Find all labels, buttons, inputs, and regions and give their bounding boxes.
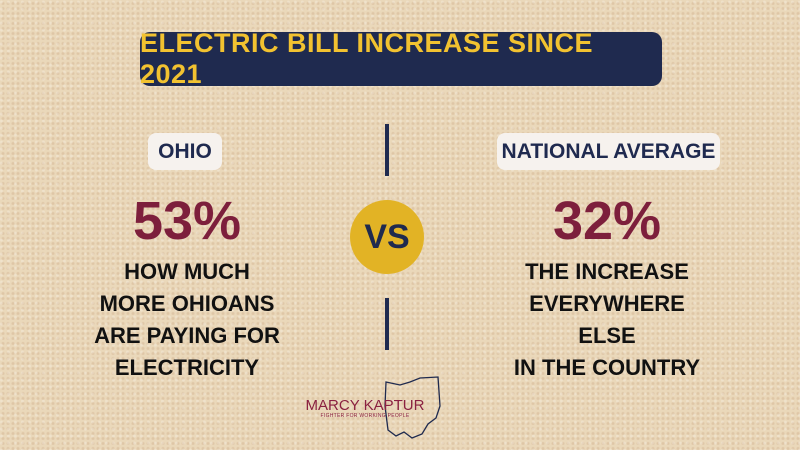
left-label: OHIO — [148, 133, 222, 170]
description-line: ELSE — [578, 323, 636, 348]
divider — [385, 124, 389, 176]
right-value: 32% — [552, 191, 662, 251]
left-description: HOW MUCH MORE OHIOANS ARE PAYING FOR ELECTR… — [37, 256, 337, 384]
description-line: ELECTRICITY — [114, 355, 260, 380]
description-line: IN THE COUNTRY — [513, 355, 701, 380]
title: ELECTRIC BILL INCREASE SINCE 2021 — [140, 28, 662, 89]
right-label: NATIONAL AVERAGE — [497, 133, 720, 170]
divider — [385, 298, 389, 350]
footer-name: MARCY KAPTUR — [305, 397, 425, 414]
description-line: EVERYWHERE — [529, 291, 685, 316]
description-line: ARE PAYING FOR — [94, 323, 280, 348]
ohio-logo — [384, 376, 441, 439]
description-line: THE INCREASE — [525, 259, 689, 284]
versus-badge: VS — [350, 200, 424, 274]
right-description: THE INCREASE EVERYWHERE ELSE IN THE COUNTRY — [457, 256, 757, 384]
footer-tagline: FIGHTER FOR WORKING PEOPLE — [320, 413, 410, 419]
left-value: 53% — [132, 191, 242, 251]
description-line: MORE OHIOANS — [99, 291, 275, 316]
description-line: HOW MUCH — [124, 259, 250, 284]
ohio-outline — [384, 376, 441, 439]
